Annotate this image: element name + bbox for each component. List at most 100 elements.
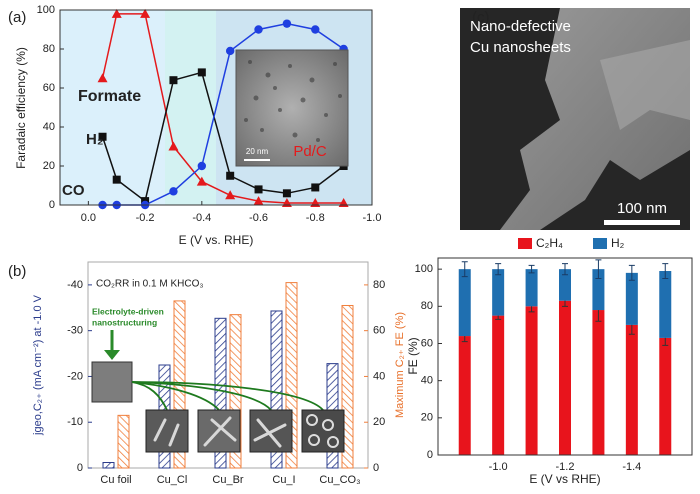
y-tick-label: 80 — [43, 43, 55, 55]
x-tick-label: Cu_I — [272, 474, 295, 486]
arrow-head — [104, 350, 120, 360]
y-tick-label: 80 — [421, 300, 433, 312]
y-tick-label: 0 — [427, 449, 433, 461]
y-tick-label: 60 — [421, 337, 433, 349]
marker — [225, 46, 235, 56]
x-tick-label: -1.4 — [622, 461, 641, 473]
bar — [214, 317, 227, 469]
x-tick-label: -1.0 — [489, 461, 508, 473]
scale-label: 100 nm — [617, 200, 667, 217]
bar-segment — [525, 269, 538, 307]
error-bar — [662, 263, 669, 279]
nanosheet — [600, 40, 690, 130]
panel-label: (b) — [8, 263, 26, 280]
marker — [254, 185, 263, 194]
bar-segment — [659, 271, 672, 338]
connectors — [131, 381, 324, 411]
marker — [169, 76, 178, 85]
y-tick-label: -10 — [67, 416, 83, 428]
y-tick-label: 20 — [421, 412, 433, 424]
bar — [285, 282, 298, 469]
panel-a-data — [59, 8, 373, 210]
error-bar — [528, 264, 535, 274]
x-tick-label: Cu_Cl — [157, 474, 188, 486]
marker — [112, 175, 121, 184]
y2-tick-label: 20 — [373, 416, 385, 428]
inset-image: 20 nm Pd/C — [235, 49, 349, 167]
y2-tick-label: 40 — [373, 370, 385, 382]
foil-image — [91, 361, 133, 403]
y-tick-label: 100 — [415, 263, 433, 275]
marker — [197, 68, 206, 77]
caption: Nano-defective — [470, 18, 571, 35]
x-tick-label: -0.2 — [136, 212, 155, 224]
marker — [98, 132, 107, 141]
legend-swatch — [593, 238, 607, 249]
series-label: Formate — [78, 88, 141, 105]
x-tick-label: -1.2 — [556, 461, 575, 473]
marker — [197, 161, 207, 171]
legend-label: C₂H₄ — [536, 236, 563, 250]
series-line — [101, 71, 345, 203]
x-tick-label: Cu_CO₃ — [319, 474, 360, 486]
x-tick-label: -0.6 — [249, 212, 268, 224]
bar-segment — [559, 300, 571, 455]
sem-images — [145, 409, 345, 453]
series-line — [101, 13, 344, 204]
bar-segment — [592, 310, 605, 455]
bar — [117, 414, 130, 469]
x-tick-label: -0.4 — [192, 212, 211, 224]
bar-segment — [458, 336, 471, 455]
y-tick-label: 60 — [43, 82, 55, 94]
marker — [111, 8, 122, 18]
y-tick-label: 40 — [421, 375, 433, 387]
bar-segment — [492, 315, 505, 455]
region-shade — [165, 10, 216, 205]
y2-axis-title: Maximum C₂₊ FE (%) — [394, 312, 406, 418]
marker — [140, 8, 151, 18]
callout: nanostructuring — [92, 317, 157, 327]
region-shade — [60, 10, 165, 205]
bar-segment — [659, 337, 672, 455]
caption: Cu nanosheets — [470, 39, 571, 56]
marker — [196, 176, 207, 186]
legend-swatch — [518, 238, 532, 249]
error-bar — [562, 263, 568, 276]
bar — [270, 310, 283, 469]
bar — [102, 462, 115, 469]
panel-label: (a) — [8, 9, 26, 26]
bar-segment — [625, 324, 638, 455]
marker — [226, 171, 235, 180]
marker — [311, 25, 320, 34]
error-bar — [595, 259, 602, 279]
x-axis-title: E (V vs. RHE) — [179, 233, 254, 247]
x-tick-label: Cu foil — [100, 474, 131, 486]
y2-tick-label: 80 — [373, 279, 385, 291]
panel-label: (c) — [472, 9, 490, 26]
marker — [253, 196, 264, 206]
bar — [341, 304, 354, 469]
bar-segment — [525, 306, 538, 455]
y-tick-label: -20 — [67, 370, 83, 382]
error-bar — [628, 264, 635, 281]
marker — [168, 141, 179, 151]
bar-segment — [492, 269, 505, 316]
y2-tick-label: 0 — [373, 462, 379, 474]
series-label: H₂ — [86, 131, 104, 148]
error-bar — [461, 261, 468, 278]
marker — [97, 73, 108, 83]
micrograph: Nano-defective Cu nanosheets 100 nm — [460, 8, 690, 230]
x-axis-title: E (V vs RHE) — [529, 472, 600, 486]
callout: Electrolyte-driven — [92, 306, 164, 316]
inset-scale: 20 nm — [246, 147, 269, 156]
particles — [244, 60, 342, 142]
series-label: CO — [62, 182, 85, 199]
bar-segment — [592, 269, 605, 311]
x-tick-label: -0.8 — [306, 212, 325, 224]
bar-segment — [625, 272, 638, 325]
marker — [225, 190, 236, 200]
y-axis-title: FE (%) — [406, 337, 420, 374]
marker — [169, 187, 178, 196]
